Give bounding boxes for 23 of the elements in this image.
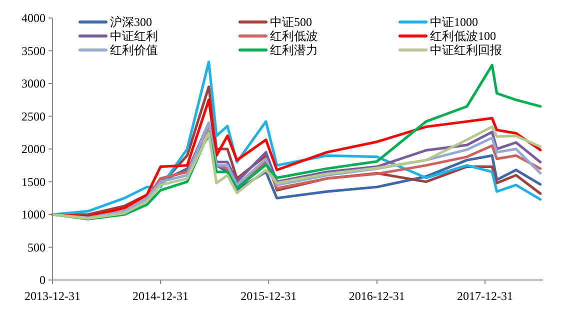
- y-tick-label: 3500: [22, 44, 46, 58]
- y-tick-label: 0: [40, 273, 46, 288]
- x-tick-label: 2014-12-31: [132, 289, 189, 303]
- legend-label: 沪深300: [110, 15, 152, 30]
- legend-label: 红利潜力: [270, 43, 318, 58]
- legend-label: 中证500: [270, 15, 312, 30]
- legend-label: 中证1000: [430, 15, 478, 30]
- x-tick-label: 2015-12-31: [240, 289, 297, 303]
- x-tick-label: 2013-12-31: [24, 289, 80, 303]
- y-tick-label: 4000: [22, 11, 46, 26]
- legend-label: 红利低波: [270, 29, 318, 44]
- y-tick-label: 2500: [22, 109, 46, 124]
- legend-label: 红利价值: [110, 43, 158, 58]
- y-tick-label: 2000: [22, 142, 46, 156]
- legend-label: 红利低波100: [430, 29, 496, 44]
- x-tick-label: 2017-12-31: [456, 289, 513, 303]
- y-tick-label: 3000: [22, 76, 46, 91]
- y-tick-label: 1000: [22, 208, 46, 222]
- legend-label: 中证红利: [110, 29, 158, 44]
- legend-label: 中证红利回报: [430, 43, 502, 58]
- y-tick-label: 1500: [22, 174, 46, 189]
- y-tick-label: 500: [28, 240, 46, 254]
- x-tick-label: 2016-12-31: [348, 289, 405, 303]
